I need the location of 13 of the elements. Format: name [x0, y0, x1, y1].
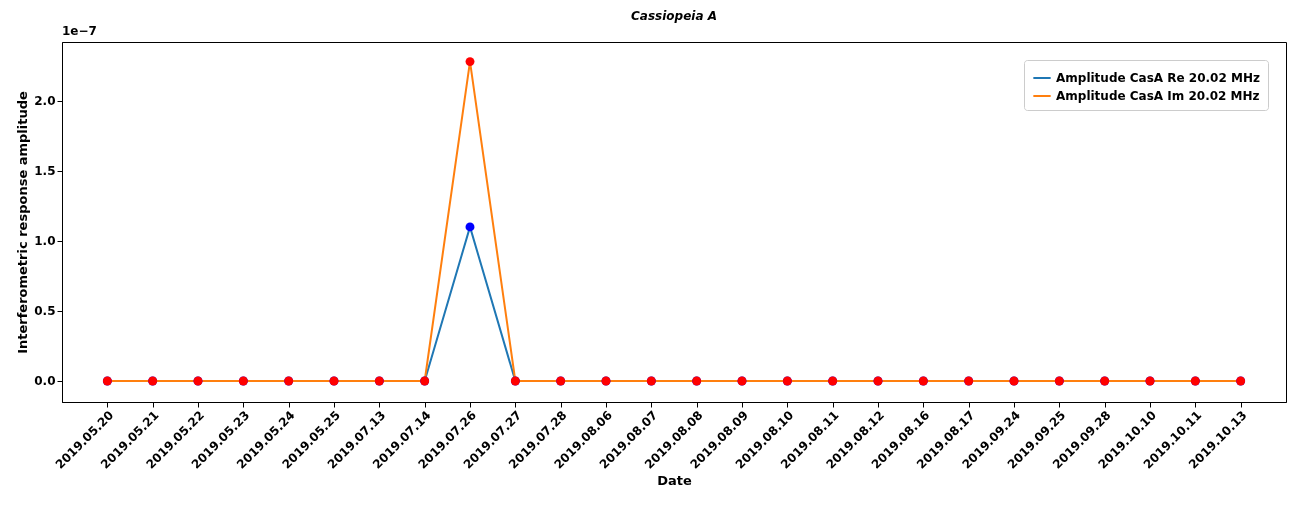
y-tick-label: 0.0 — [34, 374, 56, 389]
x-axis-title: Date — [657, 472, 692, 488]
chart-title: Cassiopeia A — [631, 9, 717, 23]
y-tick-label: 0.5 — [34, 304, 56, 319]
point — [465, 57, 475, 67]
legend-label: Amplitude CasA Im 20.02 MHz — [1056, 89, 1260, 103]
y-tick-label: 1.0 — [34, 234, 56, 249]
y-axis-title: Interferometric response amplitude — [15, 90, 31, 354]
point — [465, 222, 475, 232]
y-tick-label: 1.5 — [34, 164, 56, 179]
legend-label: Amplitude CasA Re 20.02 MHz — [1056, 71, 1260, 85]
y-tick-label: 2.0 — [34, 94, 56, 109]
text: 1e−7 — [62, 24, 97, 38]
